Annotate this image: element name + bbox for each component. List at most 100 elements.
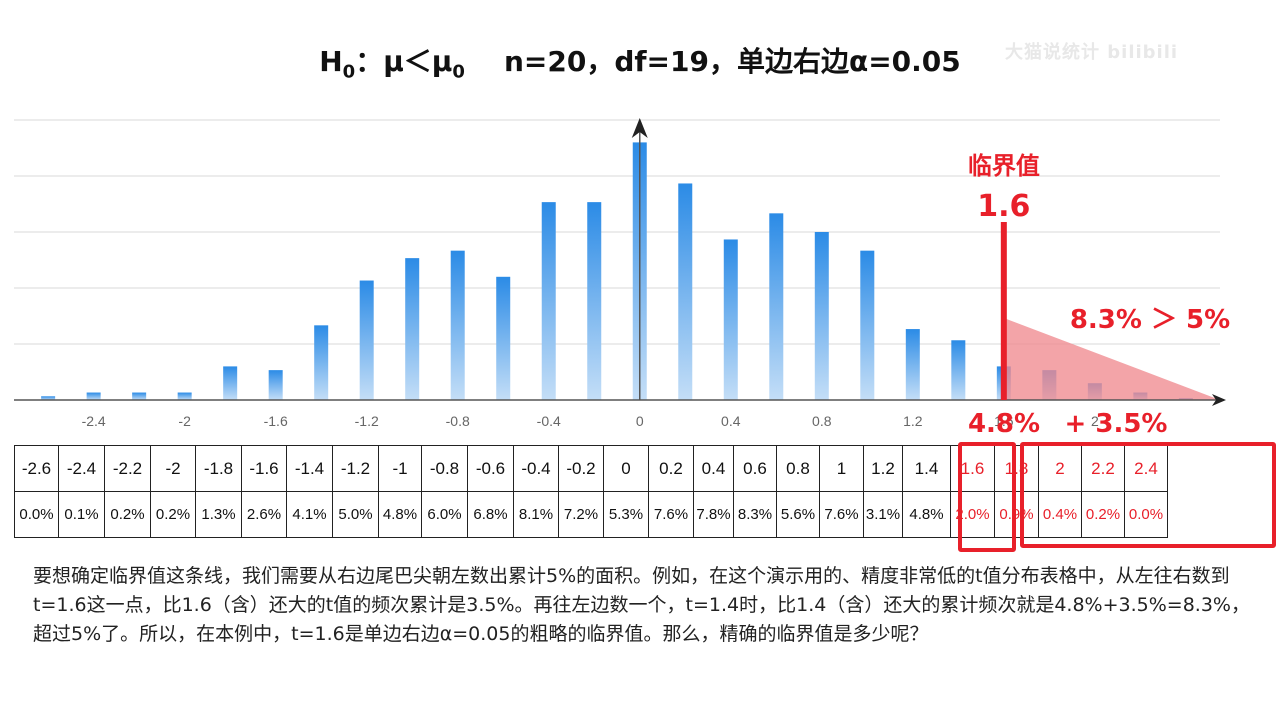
bar-t-neg1_6 [268, 370, 283, 400]
frequency-cell: 8.1% [513, 491, 559, 538]
bar-t-1 [860, 250, 875, 400]
bar-t-neg1_2 [359, 280, 374, 400]
x-tick-label: -2.4 [82, 413, 106, 429]
frequency-cell: 4.8% [902, 491, 951, 538]
frequency-row: 0.0% 0.1% 0.2% 0.2% 1.3% 2.6% 4.1% 5.0% 4.8% 6.0%… [14, 491, 1168, 538]
t-value-cell: -1.8 [195, 445, 242, 492]
frequency-cell: 2.0% [950, 491, 995, 538]
bar-t-0_4 [723, 239, 738, 400]
bar-t-0_6 [769, 213, 784, 400]
x-tick-label: -1.6 [264, 413, 288, 429]
t-value-cell: 0 [603, 445, 649, 492]
grid-lines [14, 119, 1220, 345]
t-value-cell: -0.2 [558, 445, 604, 492]
t-value-cell: -1.6 [241, 445, 287, 492]
frequency-cell: 0.9% [994, 491, 1039, 538]
watermark-logo: 大猫说统计 bilibili [1005, 42, 1179, 63]
bar-t-neg1 [405, 258, 420, 400]
frequency-cell: 0.2% [150, 491, 196, 538]
t-value-cell: -1 [378, 445, 422, 492]
t-value-row: -2.6 -2.4 -2.2 -2 -1.8 -1.6 -1.4 -1.2 -1 -0.8 -0.6… [14, 445, 1168, 492]
left-share-annotation: 4.8% [968, 409, 1040, 439]
x-tick-label: 0 [636, 413, 644, 429]
t-value-cell: -1.4 [286, 445, 333, 492]
frequency-cell: 0.0% [1124, 491, 1168, 538]
t-value-cell: -0.6 [467, 445, 514, 492]
t-value-cell: 1.4 [902, 445, 951, 492]
t-value-cell: -2.2 [104, 445, 151, 492]
bar-t-neg0_2 [587, 202, 602, 400]
bar-t-neg1_8 [223, 366, 238, 400]
bar-t-neg0_4 [541, 202, 556, 400]
bar-t-0_2 [678, 183, 693, 400]
bar-t-neg2_2 [132, 392, 147, 400]
bar-t-0_8 [814, 232, 829, 400]
bar-t-neg2_4 [86, 392, 101, 400]
title-params: n=20，df=19，单边右边α=0.05 [503, 45, 961, 78]
x-tick-label: 1.2 [903, 413, 923, 429]
y-axis-arrow [631, 118, 648, 138]
frequency-cell: 7.8% [693, 491, 734, 538]
t-value-cell: -0.4 [513, 445, 559, 492]
t-value-cell: 1.2 [863, 445, 903, 492]
t-value-cell: -0.8 [421, 445, 468, 492]
bar-t-1_2 [905, 329, 920, 400]
x-tick-label: 2 [1091, 413, 1099, 429]
highlight-box-tail [1020, 442, 1276, 548]
t-value-cell: 0.6 [733, 445, 777, 492]
t-value-cell: 2.4 [1124, 445, 1168, 492]
frequency-cell: 5.0% [332, 491, 379, 538]
frequency-cell: 3.1% [863, 491, 903, 538]
t-value-cell: 0.2 [648, 445, 694, 492]
t-value-cell: 0.8 [776, 445, 820, 492]
t-distribution-chart: -2.4 -2 -1.6 -1.2 -0.8 -0.4 0 0.4 0.8 1.2 1.6 2 临界值… [14, 118, 1230, 439]
critical-value-number: 1.6 [977, 189, 1030, 224]
frequency-cell: 0.1% [58, 491, 105, 538]
chart-title: H0：μ＜μ0 n=20，df=19，单边右边α=0.05 [0, 40, 1280, 83]
x-tick-label: -0.4 [537, 413, 561, 429]
x-tick-label: -0.8 [446, 413, 470, 429]
t-value-cell: -2.4 [58, 445, 105, 492]
frequency-cell: 0.0% [14, 491, 59, 538]
x-tick-label: -1.2 [355, 413, 379, 429]
title-relation: ：μ＜μ [355, 45, 453, 78]
x-tick-label: -2 [178, 413, 191, 429]
tail-share-annotation: + 3.5% [1065, 409, 1168, 439]
title-h-subscript: 0 [342, 61, 356, 83]
t-frequency-table: -2.6 -2.4 -2.2 -2 -1.8 -1.6 -1.4 -1.2 -1 -0.8 -0.6… [14, 445, 1168, 538]
title-mu-subscript: 0 [452, 61, 465, 83]
t-value-cell: 2.2 [1081, 445, 1125, 492]
frequency-cell: 7.6% [819, 491, 864, 538]
t-value-cell: -2 [150, 445, 196, 492]
title-h: H [319, 45, 343, 78]
bar-t-neg1_4 [314, 325, 329, 400]
frequency-cell: 2.6% [241, 491, 287, 538]
bar-group [41, 142, 1193, 400]
x-tick-label: 0.4 [721, 413, 741, 429]
highlight-box-1-4 [958, 442, 1016, 552]
explanation-text: 要想确定临界值这条线，我们需要从右边尾巴尖朝左数出累计5%的面积。例如，在这个演… [33, 565, 1250, 645]
bar-t-neg0_6 [496, 276, 511, 400]
bar-t-neg2 [177, 392, 192, 400]
frequency-cell: 5.3% [603, 491, 649, 538]
frequency-cell: 0.2% [104, 491, 151, 538]
frequency-cell: 6.8% [467, 491, 514, 538]
frequency-cell: 6.0% [421, 491, 468, 538]
frequency-cell: 8.3% [733, 491, 777, 538]
frequency-cell: 1.3% [195, 491, 242, 538]
bar-t-1_4 [951, 340, 966, 400]
frequency-cell: 7.2% [558, 491, 604, 538]
t-value-cell: -1.2 [332, 445, 379, 492]
frequency-cell: 4.1% [286, 491, 333, 538]
t-value-cell: 1.6 [950, 445, 995, 492]
t-value-cell: 1 [819, 445, 864, 492]
bar-t-neg2_6 [41, 396, 56, 400]
t-value-cell: -2.6 [14, 445, 59, 492]
bar-t-neg0_8 [450, 250, 465, 400]
t-value-cell: 1.8 [994, 445, 1039, 492]
critical-value-title: 临界值 [968, 152, 1040, 180]
x-tick-label: 0.8 [812, 413, 832, 429]
x-tick-labels: -2.4 -2 -1.6 -1.2 -0.8 -0.4 0 0.4 0.8 1.2 1.6 2 [82, 413, 1099, 429]
comparison-annotation: 8.3% ＞ 5% [1070, 305, 1230, 335]
right-tail-area [1003, 318, 1220, 400]
